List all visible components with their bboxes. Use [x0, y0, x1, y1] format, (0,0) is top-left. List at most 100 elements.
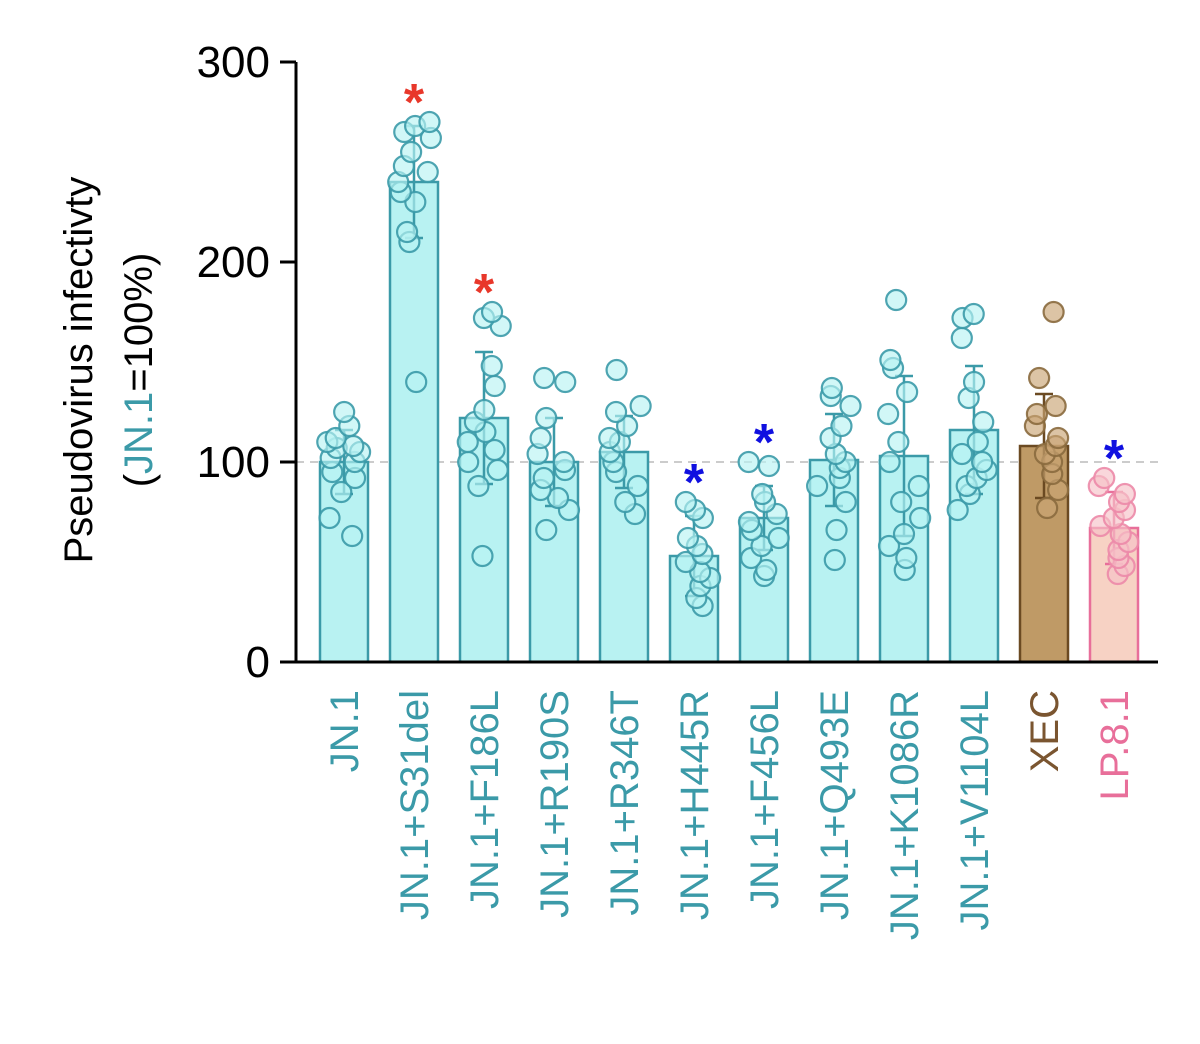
data-point [830, 414, 853, 438]
data-point [626, 474, 649, 498]
data-point [737, 510, 761, 534]
x-tick-label: JN.1+R190S [533, 690, 577, 918]
x-tick-label: JN.1+K1086R [883, 690, 927, 940]
data-point [554, 370, 577, 394]
x-tick-label: JN.1+F456L [743, 690, 787, 909]
data-point [972, 410, 995, 434]
data-point [1047, 426, 1070, 450]
data-point [480, 300, 504, 324]
y-tick-label: 200 [197, 238, 270, 287]
data-point [909, 506, 932, 530]
data-point [486, 458, 509, 482]
data-point [755, 558, 778, 582]
y-axis-sublabel: (JN.1=100%) [117, 253, 161, 488]
data-point [877, 534, 901, 558]
data-point [962, 302, 985, 326]
data-point [896, 380, 919, 404]
x-tick-label: JN.1+F186L [463, 690, 507, 909]
y-axis-label: Pseudovirus infectivty [57, 177, 101, 564]
data-point [878, 450, 901, 474]
data-point [676, 526, 700, 550]
data-point [962, 370, 986, 394]
data-point [535, 518, 558, 542]
data-point [456, 430, 479, 454]
data-point [333, 400, 356, 424]
significance-star: * [474, 264, 495, 322]
data-point [1093, 466, 1116, 490]
data-point [839, 394, 862, 418]
y-tick-label: 300 [197, 38, 270, 87]
y-axis-sublabel-open: ( [117, 473, 161, 487]
data-point [890, 490, 913, 514]
data-point [887, 430, 910, 454]
data-point [395, 220, 419, 244]
data-point [471, 544, 494, 568]
data-point [1113, 482, 1136, 506]
x-tick-label: LP.8.1 [1093, 690, 1137, 801]
data-point [529, 426, 552, 450]
data-point [1044, 394, 1067, 418]
y-tick-label: 100 [197, 438, 270, 487]
bar [388, 180, 440, 664]
data-point [405, 370, 428, 394]
data-point [418, 110, 441, 134]
data-point [629, 394, 652, 418]
data-point [598, 426, 621, 450]
x-tick-label: JN.1+S31del [393, 690, 437, 920]
data-points [316, 110, 1140, 618]
data-point [751, 482, 774, 506]
data-point [1036, 496, 1059, 520]
data-point [950, 326, 973, 350]
data-point [825, 518, 848, 542]
y-axis-sublabel-highlight: JN.1 [117, 392, 161, 474]
data-point [535, 406, 558, 430]
bars [318, 124, 1140, 664]
data-point [533, 366, 556, 390]
data-point [1025, 402, 1049, 426]
data-point [767, 526, 790, 550]
data-point [674, 490, 697, 514]
x-tick-label: JN.1+V1104L [953, 690, 997, 931]
data-point [877, 402, 900, 426]
data-point [823, 548, 846, 572]
data-point [1042, 300, 1065, 324]
data-point [895, 546, 918, 570]
data-point [879, 348, 902, 372]
significance-star: * [404, 74, 425, 132]
x-tick-label: JN.1 [323, 690, 367, 772]
x-tick-label: XEC [1023, 690, 1067, 772]
data-point [605, 358, 628, 382]
data-point [892, 522, 916, 546]
data-point [907, 474, 930, 498]
data-point [1028, 366, 1051, 390]
data-point [966, 430, 989, 454]
data-point [467, 474, 490, 498]
significance-star: * [754, 414, 775, 472]
data-point [480, 354, 503, 378]
data-point [950, 442, 974, 466]
data-point [946, 498, 969, 522]
data-point [416, 160, 439, 184]
data-point [820, 376, 843, 400]
data-point [318, 506, 341, 530]
data-point [885, 288, 908, 312]
y-axis-sublabel-rest: =100%) [117, 253, 161, 392]
data-point [552, 450, 575, 474]
data-point [483, 374, 506, 398]
data-point [400, 140, 423, 164]
data-point [806, 474, 829, 498]
labels: JN.1 * JN.1+S31del * JN.1+F186L JN.1+R190S JN.… [323, 74, 1137, 940]
x-tick-label: JN.1+Q493E [813, 690, 857, 920]
data-point [457, 450, 480, 474]
significance-star: * [684, 454, 705, 512]
data-point [971, 450, 994, 474]
data-point [604, 400, 628, 424]
data-point [483, 438, 506, 462]
y-tick-label: 0 [246, 638, 270, 687]
data-point [834, 490, 857, 514]
data-point [532, 466, 555, 490]
data-point [737, 450, 760, 474]
x-tick-label: JN.1+H445R [673, 690, 717, 920]
data-point [473, 398, 496, 422]
